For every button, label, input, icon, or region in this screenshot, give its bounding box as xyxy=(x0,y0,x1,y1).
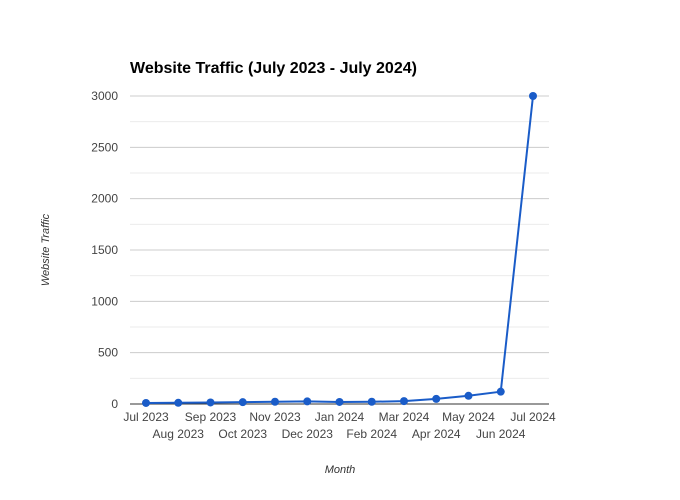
y-tick-label: 0 xyxy=(111,397,118,411)
data-point[interactable] xyxy=(271,397,279,406)
y-tick-label: 2500 xyxy=(91,140,118,154)
y-axis-title: Website Traffic xyxy=(40,213,52,286)
data-point[interactable] xyxy=(496,387,505,396)
y-tick-label: 1000 xyxy=(91,294,118,308)
x-tick-label: May 2024 xyxy=(442,410,495,424)
x-tick-label: Mar 2024 xyxy=(379,410,430,424)
data-point[interactable] xyxy=(464,391,473,400)
x-tick-label: Jul 2024 xyxy=(510,410,556,424)
y-tick-label: 500 xyxy=(98,346,118,360)
x-tick-label: Jun 2024 xyxy=(476,427,526,441)
data-point[interactable] xyxy=(367,397,376,406)
x-tick-label: Sep 2023 xyxy=(185,410,237,424)
data-point[interactable] xyxy=(142,398,150,407)
y-axis: 0 500 1000 1500 2000 2500 3000 xyxy=(91,89,118,411)
x-axis-title: Month xyxy=(325,464,356,476)
x-tick-label: Jan 2024 xyxy=(315,410,365,424)
data-point[interactable] xyxy=(432,394,441,403)
data-point[interactable] xyxy=(206,398,215,407)
data-point[interactable] xyxy=(400,397,408,406)
x-tick-label: Nov 2023 xyxy=(249,410,301,424)
data-point[interactable] xyxy=(174,398,183,407)
gridlines xyxy=(130,95,549,405)
series-line xyxy=(145,95,534,404)
data-point[interactable] xyxy=(335,397,344,406)
chart-title: Website Traffic (July 2023 - July 2024) xyxy=(130,60,417,77)
data-point[interactable] xyxy=(529,92,537,100)
y-tick-label: 2000 xyxy=(91,192,118,206)
y-tick-label: 1500 xyxy=(91,243,118,257)
x-tick-label: Dec 2023 xyxy=(282,427,334,441)
x-tick-label: Jul 2023 xyxy=(123,410,169,424)
x-tick-label: Feb 2024 xyxy=(346,427,397,441)
x-axis: Jul 2023 Aug 2023 Sep 2023 Oct 2023 Nov 2023… xyxy=(123,410,556,441)
x-tick-label: Oct 2023 xyxy=(218,427,267,441)
data-point[interactable] xyxy=(303,397,312,406)
x-tick-label: Aug 2023 xyxy=(153,427,205,441)
data-point[interactable] xyxy=(238,398,247,407)
x-tick-label: Apr 2024 xyxy=(412,427,461,441)
series-layer xyxy=(142,92,537,407)
y-tick-label: 3000 xyxy=(91,89,118,103)
